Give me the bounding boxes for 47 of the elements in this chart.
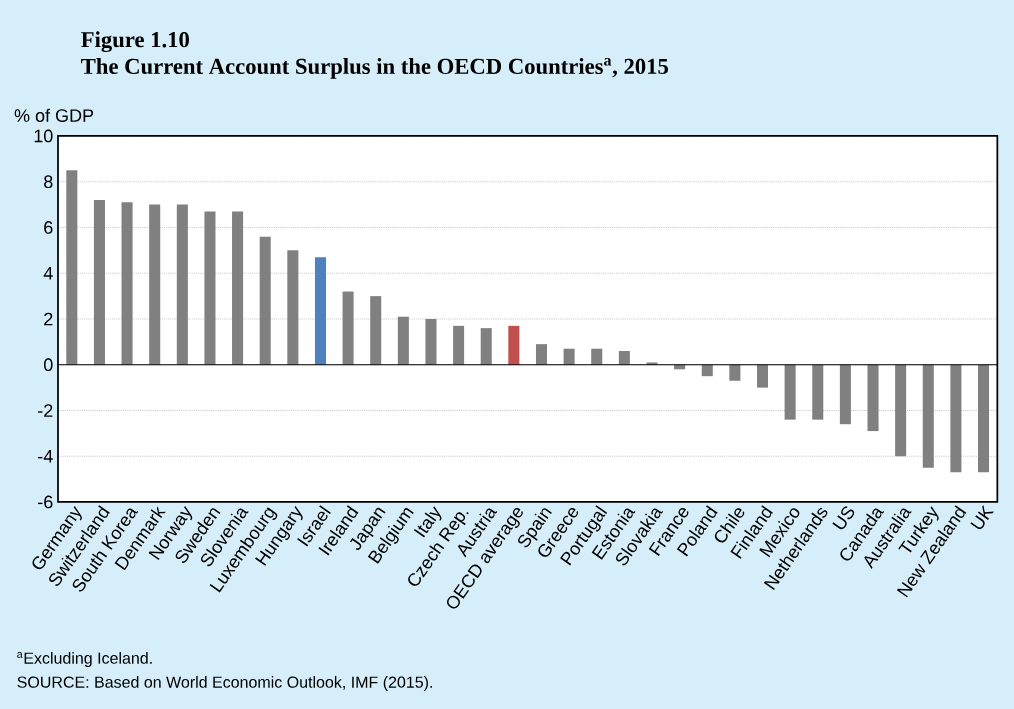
bar xyxy=(121,202,133,365)
bar xyxy=(508,325,520,365)
bar xyxy=(646,362,658,365)
bar xyxy=(287,250,299,365)
y-tick-label: 10 xyxy=(34,129,53,143)
bar xyxy=(867,364,879,432)
bar xyxy=(342,291,354,365)
bar xyxy=(977,364,990,473)
bar xyxy=(176,204,188,365)
bar xyxy=(812,364,824,420)
bar xyxy=(729,364,741,381)
bar xyxy=(204,211,216,365)
bar xyxy=(66,170,78,365)
bar xyxy=(397,316,409,365)
bar xyxy=(895,364,907,457)
y-tick-label: -2 xyxy=(38,404,53,417)
bar xyxy=(314,257,326,365)
bar xyxy=(618,351,630,365)
bar xyxy=(149,204,161,365)
bar xyxy=(950,364,962,473)
bar xyxy=(756,364,769,388)
y-tick-label: -4 xyxy=(38,450,53,463)
text: $^{a}$Excluding Iceland. xyxy=(17,652,152,667)
bar xyxy=(922,364,934,468)
source-note: SOURCE: Based on World Economic Outlook, IMF (2015). xyxy=(17,676,432,691)
x-tick-label: UK xyxy=(970,504,994,530)
y-tick-label: 6 xyxy=(44,221,53,234)
bar xyxy=(480,328,492,365)
bar xyxy=(232,211,244,365)
y-tick-label: 0 xyxy=(44,358,53,372)
y-axis-title: % of GDP xyxy=(14,108,94,122)
bar xyxy=(784,364,796,420)
bar xyxy=(453,325,465,365)
y-tick-label: 4 xyxy=(43,267,53,280)
bar xyxy=(425,318,437,365)
y-tick-label: 2 xyxy=(44,312,53,326)
chart-subtitle: The Current Account Surplus in the OECD Countries$^{a}$, 2015 xyxy=(81,58,668,79)
bar xyxy=(563,348,575,365)
bar xyxy=(591,348,603,365)
bar xyxy=(370,296,382,365)
bar xyxy=(535,344,548,365)
y-tick-label: 8 xyxy=(44,175,53,189)
bar xyxy=(259,236,271,365)
bar xyxy=(839,364,851,425)
chart-title: Figure 1.10 xyxy=(81,31,189,53)
bar xyxy=(701,364,713,377)
bar xyxy=(93,200,105,365)
